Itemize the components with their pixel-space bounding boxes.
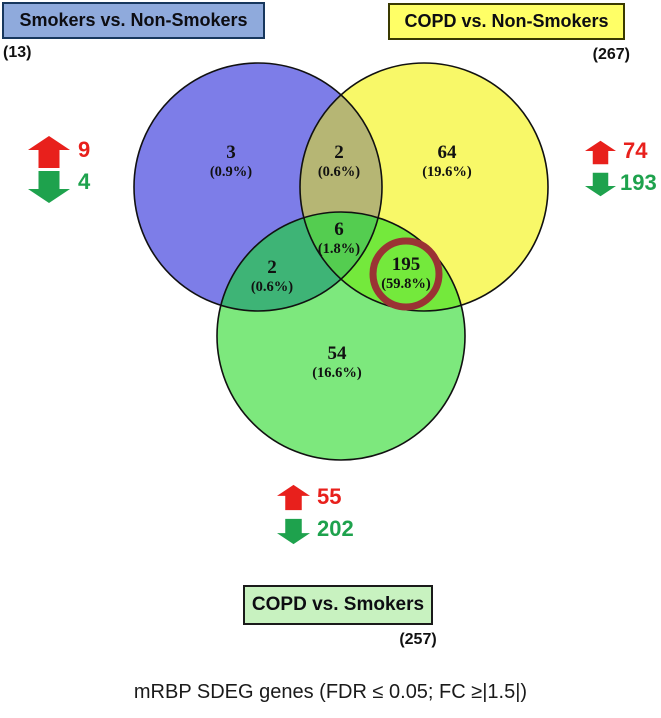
region-all-three-pct: (1.8%) [318,241,360,257]
smokers-downregulated-count: 4 [78,169,91,194]
copd-vs-smokers-label: COPD vs. Smokers [243,585,433,625]
region-smokers-copds-count: 2 [267,257,277,278]
smokers-down-arrow-icon [28,171,70,203]
up-arrow-shape [28,136,70,168]
copd-vs-nonsmokers-label-text: COPD vs. Non-Smokers [404,11,609,31]
region-copdns-only-pct: (19.6%) [422,164,472,180]
region-smokers-only-pct: (0.9%) [210,164,252,180]
smokers-vs-nonsmokers-label: Smokers vs. Non-Smokers [2,2,265,39]
smokers-circle-outline [133,62,383,312]
copd-s-down-arrow-icon [277,516,310,547]
region-smokers-copds-pct: (0.6%) [251,279,293,295]
region-all-three-count: 6 [334,219,344,240]
overlap-copdns-copds [300,212,465,311]
copd-ns-down-arrow-icon [585,170,616,199]
region-copdns-copds-pct: (59.8%) [381,276,431,292]
up-arrow-shape [585,140,616,165]
region-smokers-only-count: 3 [226,142,236,163]
copd-vs-smokers-label-text: COPD vs. Smokers [251,594,425,615]
copd-s-up-arrow-icon [277,482,310,513]
copd-s-downregulated-count: 202 [317,516,354,541]
venn-diagram: 3 (0.9%) 2 (0.6%) 64 (19.6%) 6 (1.8%) 2 … [133,62,549,461]
region-smokers-copdns-count: 2 [334,142,344,163]
region-copds-only-count: 54 [328,343,348,364]
region-copdns-copds-count: 195 [392,254,421,275]
copd-ns-up-arrow-icon [585,138,616,167]
smokers-up-arrow-icon [28,136,70,168]
overlap-smokers-copds [217,212,382,311]
copd-vs-smokers-total-count: (257) [399,631,437,648]
down-arrow-shape [28,171,70,203]
copd-vs-nonsmokers-total-count: (267) [592,46,630,63]
region-smokers-copdns-pct: (0.6%) [318,164,360,180]
region-copds-only-pct: (16.6%) [312,365,362,381]
copd-vs-smokers-circle-outline [216,211,466,461]
copd-vs-nonsmokers-circle-outline [299,62,549,312]
smokers-upregulated-count: 9 [78,137,91,162]
copd-vs-nonsmokers-label: COPD vs. Non-Smokers [388,3,625,40]
down-arrow-shape [585,172,616,197]
region-copdns-only-count: 64 [438,142,458,163]
copd-ns-downregulated-count: 193 [620,170,657,195]
down-arrow-shape [277,518,310,545]
copd-s-upregulated-count: 55 [317,484,342,509]
up-arrow-shape [277,484,310,511]
highlight-ring [369,237,443,311]
figure-caption: mRBP SDEG genes (FDR ≤ 0.05; FC ≥|1.5|) [133,681,528,703]
copd-ns-upregulated-count: 74 [623,138,648,163]
smokers-vs-nonsmokers-label-text: Smokers vs. Non-Smokers [19,10,248,30]
smokers-total-count: (13) [3,44,32,61]
